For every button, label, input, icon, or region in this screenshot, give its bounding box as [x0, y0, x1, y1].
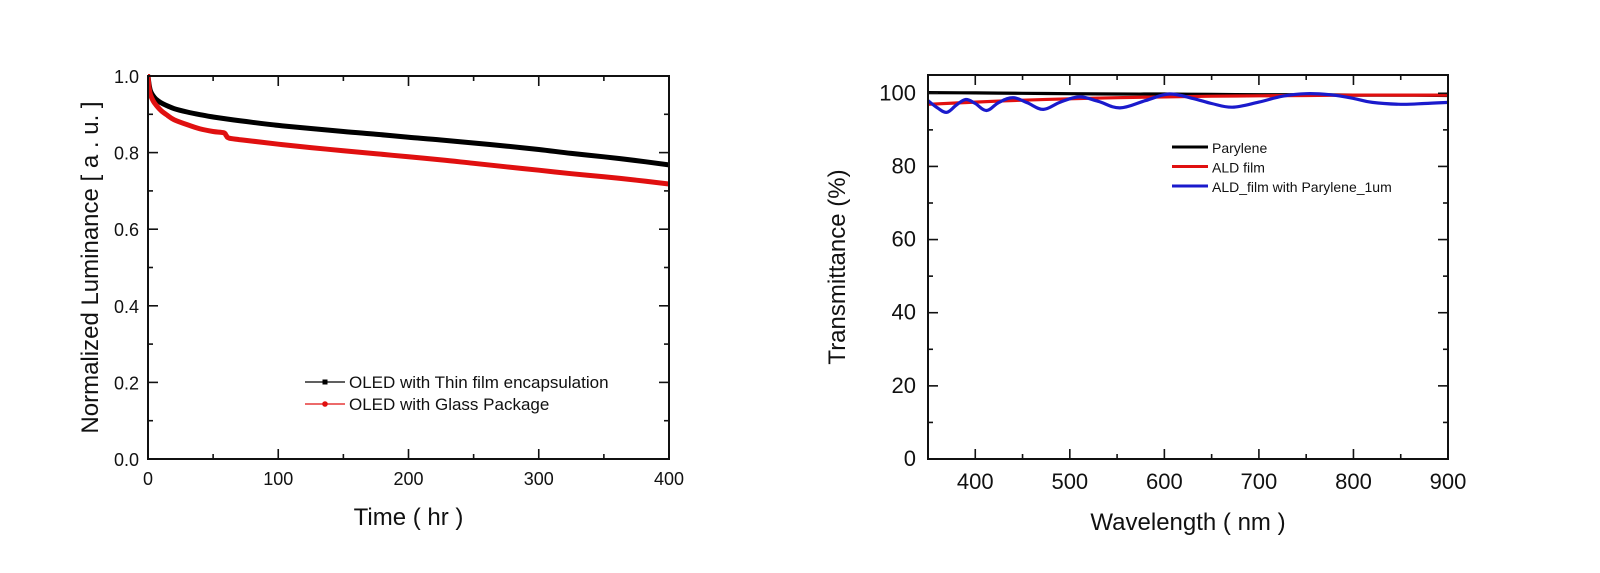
- y-tick-label: 20: [892, 373, 916, 398]
- transmittance-chart: 400 500 600 700 800 900 0 20 40 60 80 100 Wavelengt…: [824, 74, 1466, 536]
- transmittance-series-group: [928, 91, 1448, 114]
- transmittance-x-axis-title: Wavelength ( nm ): [1090, 509, 1285, 536]
- legend-label: Parylene: [1212, 140, 1267, 156]
- y-tick-label: 60: [892, 227, 916, 252]
- luminance-chart: 0 100 200 300 400 0.0 0.2 0.4 0.6 0.8 1.0 Time ( h…: [77, 67, 684, 531]
- luminance-x-axis-title: Time ( hr ): [354, 504, 464, 531]
- y-tick-label: 0.8: [114, 144, 139, 164]
- y-tick-label: 0.4: [114, 297, 139, 317]
- x-tick-label: 700: [1241, 469, 1278, 494]
- legend-label: ALD film: [1212, 160, 1265, 176]
- y-tick-label: 40: [892, 300, 916, 325]
- x-tick-label: 200: [393, 469, 423, 489]
- transmittance-ticks: 400 500 600 700 800 900 0 20 40 60 80 100: [879, 75, 1466, 494]
- x-tick-label: 600: [1146, 469, 1183, 494]
- y-tick-label: 0.0: [114, 450, 139, 470]
- x-tick-label: 900: [1430, 469, 1467, 494]
- y-tick-label: 100: [879, 80, 916, 105]
- luminance-ticks: 0 100 200 300 400 0.0 0.2 0.4 0.6 0.8 1.0: [114, 67, 684, 489]
- legend-label: OLED with Glass Package: [349, 395, 549, 414]
- legend-item-ald-film-with-parylene-1um: ALD_film with Parylene_1um: [1172, 179, 1392, 195]
- luminance-series-group: [148, 74, 669, 187]
- legend-marker-circle: [322, 401, 328, 407]
- y-tick-label: 0.6: [114, 220, 139, 240]
- legend-label: OLED with Thin film encapsulation: [349, 373, 609, 392]
- legend-marker-square: [322, 379, 328, 385]
- x-tick-label: 0: [143, 469, 153, 489]
- series-line-oled-with-glass-package: [148, 74, 669, 187]
- series-line-oled-with-thin-film-encapsulation: [148, 74, 669, 168]
- transmittance-y-axis-title: Transmittance (%): [824, 169, 851, 364]
- x-tick-label: 500: [1051, 469, 1088, 494]
- legend-label: ALD_film with Parylene_1um: [1212, 179, 1392, 195]
- series-line-ald-film-with-parylene-1um: [928, 92, 1448, 114]
- y-tick-label: 0: [904, 446, 916, 471]
- transmittance-legend: Parylene ALD film ALD_film with Parylene_1…: [1172, 140, 1392, 195]
- legend-item-ald-film: ALD film: [1172, 160, 1265, 176]
- y-tick-label: 1.0: [114, 67, 139, 87]
- luminance-legend: OLED with Thin film encapsulation OLED wi…: [305, 373, 609, 414]
- x-tick-label: 100: [263, 469, 293, 489]
- luminance-y-axis-title: Normalized Luminance [ a . u. ]: [77, 101, 104, 433]
- y-tick-label: 0.2: [114, 373, 139, 393]
- legend-item-oled-with-glass-package: OLED with Glass Package: [305, 395, 549, 414]
- transmittance-plot-frame: [927, 74, 1449, 460]
- x-tick-label: 400: [957, 469, 994, 494]
- x-tick-label: 800: [1335, 469, 1372, 494]
- x-tick-label: 300: [524, 469, 554, 489]
- y-tick-label: 80: [892, 153, 916, 178]
- legend-item-oled-with-thin-film-encapsulation: OLED with Thin film encapsulation: [305, 373, 609, 392]
- legend-item-parylene: Parylene: [1172, 140, 1267, 156]
- x-tick-label: 400: [654, 469, 684, 489]
